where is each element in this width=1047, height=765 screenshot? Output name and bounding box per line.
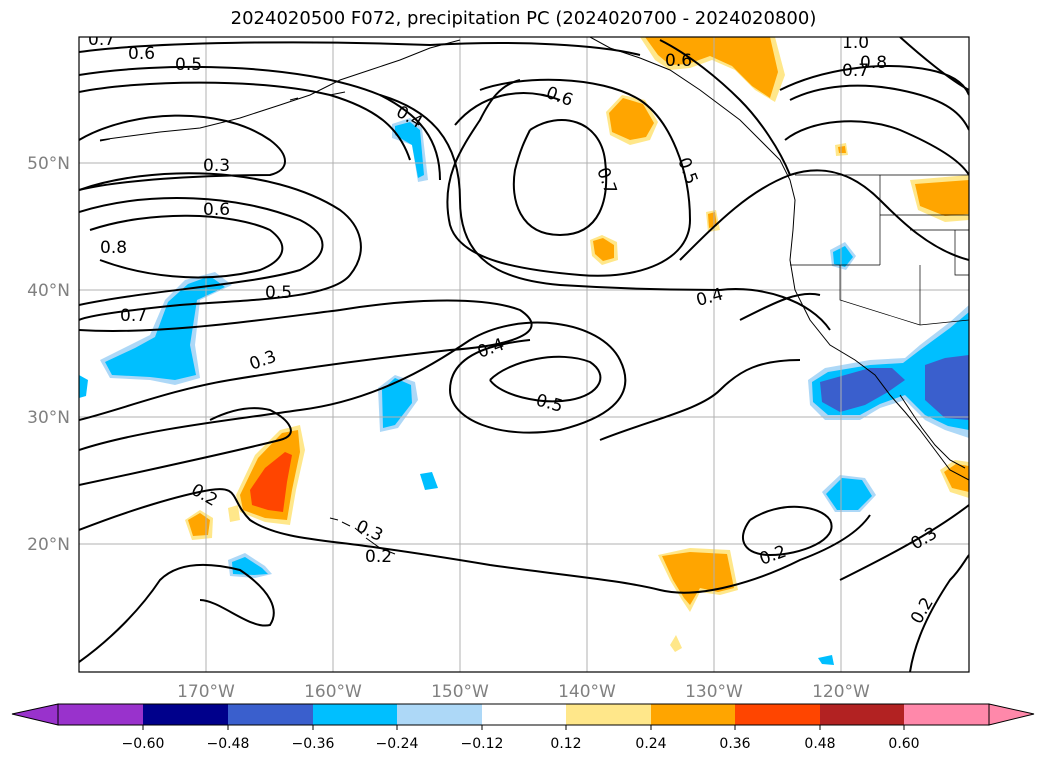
colorbar-tick: 0.48 xyxy=(804,736,835,752)
lon-label: 160°W xyxy=(304,682,362,702)
colorbar: −0.60 −0.48 −0.36 −0.24 −0.12 0.12 0.24 … xyxy=(11,703,1035,752)
colorbar-segment xyxy=(482,704,566,725)
map-title: 2024020500 F072, precipitation PC (20240… xyxy=(230,8,817,29)
colorbar-tick: 0.12 xyxy=(550,736,581,752)
longitude-axis: 170°W 160°W 150°W 140°W 130°W 120°W xyxy=(177,682,870,702)
colorbar-extend-high xyxy=(988,703,1035,726)
colorbar-tick: 0.24 xyxy=(635,736,666,752)
lat-label: 20°N xyxy=(27,535,70,555)
lon-label: 130°W xyxy=(685,682,743,702)
contour-lines xyxy=(79,37,969,672)
colorbar-tick: −0.36 xyxy=(292,736,335,752)
contour-label: 0.5 xyxy=(265,283,292,303)
colorbar-tick: 0.36 xyxy=(719,736,750,752)
lat-label: 40°N xyxy=(27,281,70,301)
colorbar-tick: −0.24 xyxy=(376,736,419,752)
lon-label: 140°W xyxy=(558,682,616,702)
contour-label: 0.3 xyxy=(203,156,230,176)
graticule xyxy=(79,37,969,672)
contour-label: 0.8 xyxy=(860,53,887,73)
contour-label: 0.6 xyxy=(128,44,155,64)
colorbar-segment xyxy=(651,704,735,725)
lat-label: 30°N xyxy=(27,408,70,428)
north-america-coast xyxy=(589,37,969,481)
lat-label: 50°N xyxy=(27,154,70,174)
lon-label: 170°W xyxy=(177,682,235,702)
contour-label: 0.8 xyxy=(100,238,127,258)
shaded-anomalies xyxy=(79,37,969,665)
colorbar-segment xyxy=(397,704,482,725)
contour-label: 1.0 xyxy=(842,33,869,53)
contour-label: 0.2 xyxy=(365,547,392,567)
map-panel xyxy=(79,37,969,672)
contour-label: 0.6 xyxy=(665,51,692,71)
contour-label: 0.5 xyxy=(175,55,202,75)
coastlines xyxy=(99,37,969,555)
map-frame xyxy=(78,36,970,673)
colorbar-segment xyxy=(820,704,904,725)
colorbar-tick: −0.12 xyxy=(461,736,504,752)
colorbar-extend-low xyxy=(11,703,59,726)
colorbar-segment xyxy=(566,704,651,725)
lon-label: 150°W xyxy=(431,682,489,702)
contour-label: 0.7 xyxy=(842,61,869,81)
colorbar-segment xyxy=(904,704,989,725)
colorbar-segment xyxy=(313,704,397,725)
colorbar-tick: −0.48 xyxy=(207,736,250,752)
colorbar-segment xyxy=(735,704,820,725)
contour-label: 0.6 xyxy=(203,200,230,220)
hawaii-islands xyxy=(329,517,396,555)
colorbar-segment xyxy=(58,704,143,725)
alaska-coast xyxy=(99,39,461,142)
colorbar-tick: −0.60 xyxy=(122,736,165,752)
colorbar-segment xyxy=(228,704,313,725)
contour-label: 0.7 xyxy=(88,30,115,50)
colorbar-tick: 0.60 xyxy=(888,736,919,752)
latitude-axis: 50°N 40°N 30°N 20°N xyxy=(27,154,70,555)
state-borders xyxy=(790,174,969,326)
lon-label: 120°W xyxy=(812,682,870,702)
colorbar-segment xyxy=(143,704,228,725)
baja-coast xyxy=(899,394,966,469)
contour-label: 0.7 xyxy=(120,306,147,326)
